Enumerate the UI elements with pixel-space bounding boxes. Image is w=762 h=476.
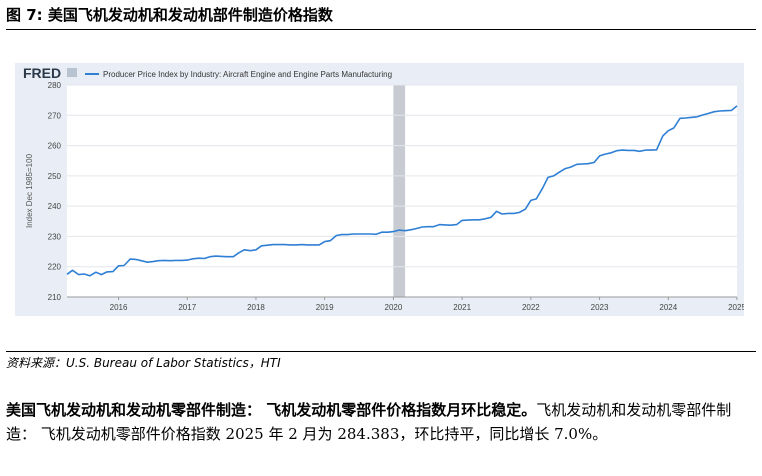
bottom-rule <box>6 351 756 352</box>
legend-label: Producer Price Index by Industry: Aircra… <box>103 70 392 79</box>
y-tick-label: 210 <box>48 293 62 302</box>
x-tick-label: 2017 <box>178 303 196 312</box>
series-line <box>66 105 738 277</box>
y-tick-label: 260 <box>48 142 62 151</box>
paragraph-text: 飞机发动机和发动机零部件制造： 飞机发动机零部件价格指数 2025 年 2 月为… <box>6 401 732 443</box>
y-axis-label: Index Dec 1985=100 <box>25 153 34 228</box>
source-note: 资料来源：U.S. Bureau of Labor Statistics，HTI <box>6 356 281 370</box>
x-tick-label: 2019 <box>316 303 334 312</box>
fred-logo-icon <box>67 68 77 77</box>
x-tick-label: 2022 <box>522 303 540 312</box>
x-tick-label: 2025 <box>728 303 744 312</box>
x-tick-label: 2020 <box>385 303 403 312</box>
top-rule <box>6 29 756 30</box>
fred-logo: FRED <box>23 65 61 81</box>
y-tick-label: 230 <box>48 232 62 241</box>
body-paragraph: 美国飞机发动机和发动机零部件制造： 飞机发动机零部件价格指数月环比稳定。飞机发动… <box>6 398 758 446</box>
y-tick-label: 240 <box>48 202 62 211</box>
line-chart: 210 220 230 240 250 260 270 280 2016 2017 2018 2019… <box>23 65 744 312</box>
paragraph-lead: 美国飞机发动机和发动机零部件制造： 飞机发动机零部件价格指数月环比稳定。 <box>6 401 537 419</box>
y-tick-label: 280 <box>48 81 62 90</box>
chart-panel: 210 220 230 240 250 260 270 280 2016 2017 2018 2019… <box>15 63 744 316</box>
y-tick-label: 270 <box>48 111 62 120</box>
y-tick-label: 220 <box>48 263 62 272</box>
x-tick-label: 2021 <box>453 303 471 312</box>
x-tick-label: 2023 <box>591 303 609 312</box>
figure-title: 图 7: 美国飞机发动机和发动机部件制造价格指数 <box>6 6 333 24</box>
y-tick-label: 250 <box>48 172 62 181</box>
x-tick-label: 2016 <box>110 303 128 312</box>
recession-shade <box>393 85 406 297</box>
x-tick-label: 2024 <box>659 303 677 312</box>
x-tick-label: 2018 <box>247 303 265 312</box>
